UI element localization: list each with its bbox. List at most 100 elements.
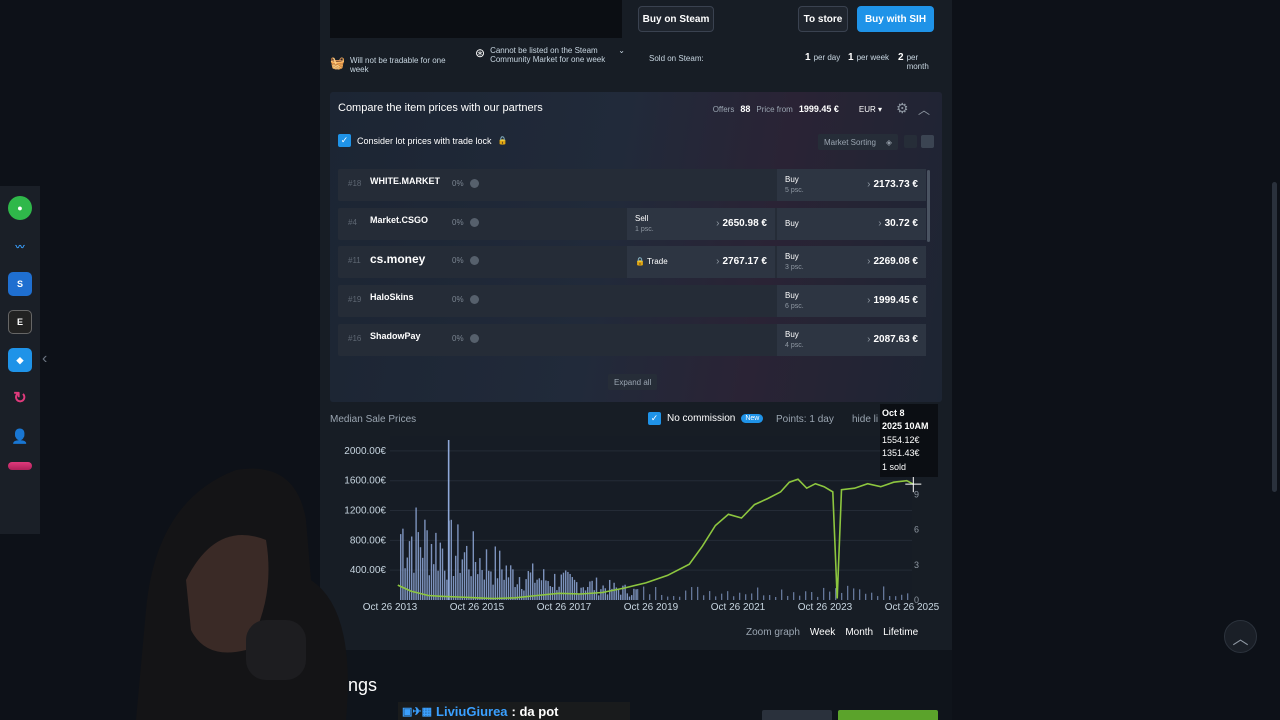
volume-bar	[419, 547, 422, 600]
chart-app-icon[interactable]: 〰	[15, 241, 25, 252]
epic-games-icon[interactable]: E	[8, 310, 32, 334]
haloskins-logo: HaloSkins	[370, 292, 414, 303]
volume-bar	[745, 594, 747, 600]
currency-select[interactable]: EUR ▾	[858, 104, 882, 114]
checkbox-checked-icon[interactable]: ✓	[648, 412, 661, 425]
user-app-icon[interactable]: 👤	[11, 427, 29, 444]
volume-bar	[426, 530, 428, 600]
app-icon-green[interactable]: ●	[8, 196, 32, 220]
volume-bar	[883, 586, 885, 600]
y-tick-label: 2000.00€	[344, 446, 386, 457]
grid-view-icon[interactable]	[904, 135, 917, 148]
info-icon[interactable]	[470, 179, 479, 188]
volume-bar	[492, 584, 494, 600]
expand-all-button[interactable]: Expand all	[608, 374, 658, 390]
stripe-app-icon[interactable]	[8, 462, 32, 470]
buy-with-sih-button[interactable]: Buy with SIH	[857, 6, 934, 32]
volume-bar	[534, 582, 536, 600]
buy-offer[interactable]: Buy 5 psc. › 2173.73 €	[777, 169, 926, 201]
table-row[interactable]: #16 ShadowPay 0% Buy 4 psc. › 2087.63 €	[338, 323, 926, 356]
zoom-lifetime-button[interactable]: Lifetime	[883, 627, 919, 638]
table-row[interactable]: #4 Market.CSGO 0% Sell 1 psc. › 2650.98 € …	[338, 207, 926, 240]
buy-offer[interactable]: Buy 4 psc. › 2087.63 €	[777, 323, 926, 356]
volume-bar	[615, 587, 618, 600]
table-row[interactable]: #11 cs.money 0% 🔒 Trade › 2767.17 € Buy 3 …	[338, 246, 926, 279]
volume-bar	[709, 591, 711, 600]
volume-bar	[877, 596, 879, 600]
volume-bar	[751, 593, 753, 600]
place-order-button[interactable]	[838, 710, 938, 720]
dock-collapse-icon[interactable]: ‹	[42, 350, 48, 367]
volume-bar	[733, 596, 735, 600]
lock-icon: 🔒	[497, 136, 508, 145]
volume-bar	[584, 590, 587, 600]
no-commission-toggle[interactable]: ✓ No commission New	[648, 412, 764, 425]
volume-bar	[521, 588, 523, 600]
checkbox-checked-icon[interactable]: ✓	[338, 134, 351, 147]
volume-bar	[525, 579, 527, 600]
volume-bar	[637, 589, 639, 600]
hide-link[interactable]: hide li	[852, 414, 879, 425]
volume-bar	[739, 592, 741, 600]
sih-app-icon[interactable]: S	[8, 272, 32, 296]
volume-bar	[536, 579, 538, 600]
market-sorting-button[interactable]: Market Sorting ◈	[817, 134, 898, 150]
blue-app-icon[interactable]: ◆	[8, 348, 32, 372]
points-select[interactable]: Points: 1 day	[776, 414, 834, 425]
buy-on-steam-button[interactable]: Buy on Steam	[638, 6, 714, 32]
refresh-app-icon[interactable]: ↻	[13, 390, 27, 407]
chart-title: Median Sale Prices	[330, 414, 417, 425]
sales-per-day: 1 per day	[805, 52, 841, 63]
sell-offer[interactable]: Sell 1 psc. › 2650.98 €	[627, 207, 775, 240]
chevron-up-icon[interactable]: ︿	[917, 103, 930, 117]
to-store-button[interactable]: To store	[798, 6, 848, 32]
buy-offer[interactable]: Buy › 30.72 €	[777, 207, 926, 240]
partner-list: #18 WHITE.MARKET 0% Buy 5 psc. › 2173.73 €…	[338, 169, 926, 362]
volume-bar	[402, 528, 404, 600]
volume-bar	[556, 590, 558, 600]
table-row[interactable]: #18 WHITE.MARKET 0% Buy 5 psc. › 2173.73 €	[338, 169, 926, 201]
volume-bar	[811, 592, 813, 600]
buy-offer[interactable]: Buy 3 psc. › 2269.08 €	[777, 246, 926, 279]
volume-bar	[907, 593, 909, 600]
trade-offer[interactable]: 🔒 Trade › 2767.17 €	[627, 246, 775, 279]
price-chart[interactable]: 400.00€ 800.00€ 1200.00€ 1600.00€ 2000.00€ 0 3…	[320, 430, 952, 626]
gear-icon[interactable]: ⚙	[896, 100, 909, 116]
volume-bar	[600, 589, 602, 600]
volume-bar	[655, 587, 657, 600]
zoom-month-button[interactable]: Month	[845, 627, 874, 638]
info-icon[interactable]	[470, 295, 479, 305]
webcam-overlay	[136, 468, 348, 720]
partner-list-scrollbar[interactable]	[927, 170, 930, 242]
volume-bar	[490, 571, 492, 600]
volume-bar	[516, 584, 519, 600]
x-tick-label: Oct 26 2023	[798, 602, 853, 613]
volume-bar	[446, 579, 448, 600]
volume-bar	[571, 577, 574, 600]
volume-bar	[835, 588, 837, 600]
volume-bar	[514, 587, 516, 600]
consider-lot-checkbox[interactable]: ✓ Consider lot prices with trade lock 🔒	[338, 134, 508, 147]
volume-bar	[554, 573, 556, 600]
info-icon[interactable]	[470, 333, 479, 343]
table-row[interactable]: #19 HaloSkins 0% Buy 6 psc. › 1999.45 €	[338, 285, 926, 318]
volume-bar	[567, 571, 569, 600]
volume-bar	[510, 565, 512, 600]
buy-offer[interactable]: Buy 6 psc. › 1999.45 €	[777, 285, 926, 318]
info-icon[interactable]	[470, 256, 479, 266]
volume-bar	[591, 580, 593, 600]
volume-bar	[847, 585, 849, 600]
info-icon[interactable]	[470, 217, 479, 227]
volume-bar	[505, 565, 508, 600]
zoom-week-button[interactable]: Week	[809, 627, 836, 638]
scroll-to-top-button[interactable]: ︿	[1224, 620, 1257, 653]
secondary-order-button[interactable]	[762, 710, 832, 720]
chat-message: : da pot	[511, 703, 559, 719]
volume-bar	[450, 519, 453, 600]
chevron-down-icon[interactable]: ⌄	[618, 46, 625, 55]
page-scrollbar[interactable]	[1272, 182, 1277, 492]
top-bar: Buy on Steam To store Buy with SIH	[330, 0, 942, 40]
y-tick-label: 1600.00€	[344, 476, 386, 487]
volume-bar	[793, 592, 795, 600]
list-view-icon[interactable]	[921, 135, 934, 148]
